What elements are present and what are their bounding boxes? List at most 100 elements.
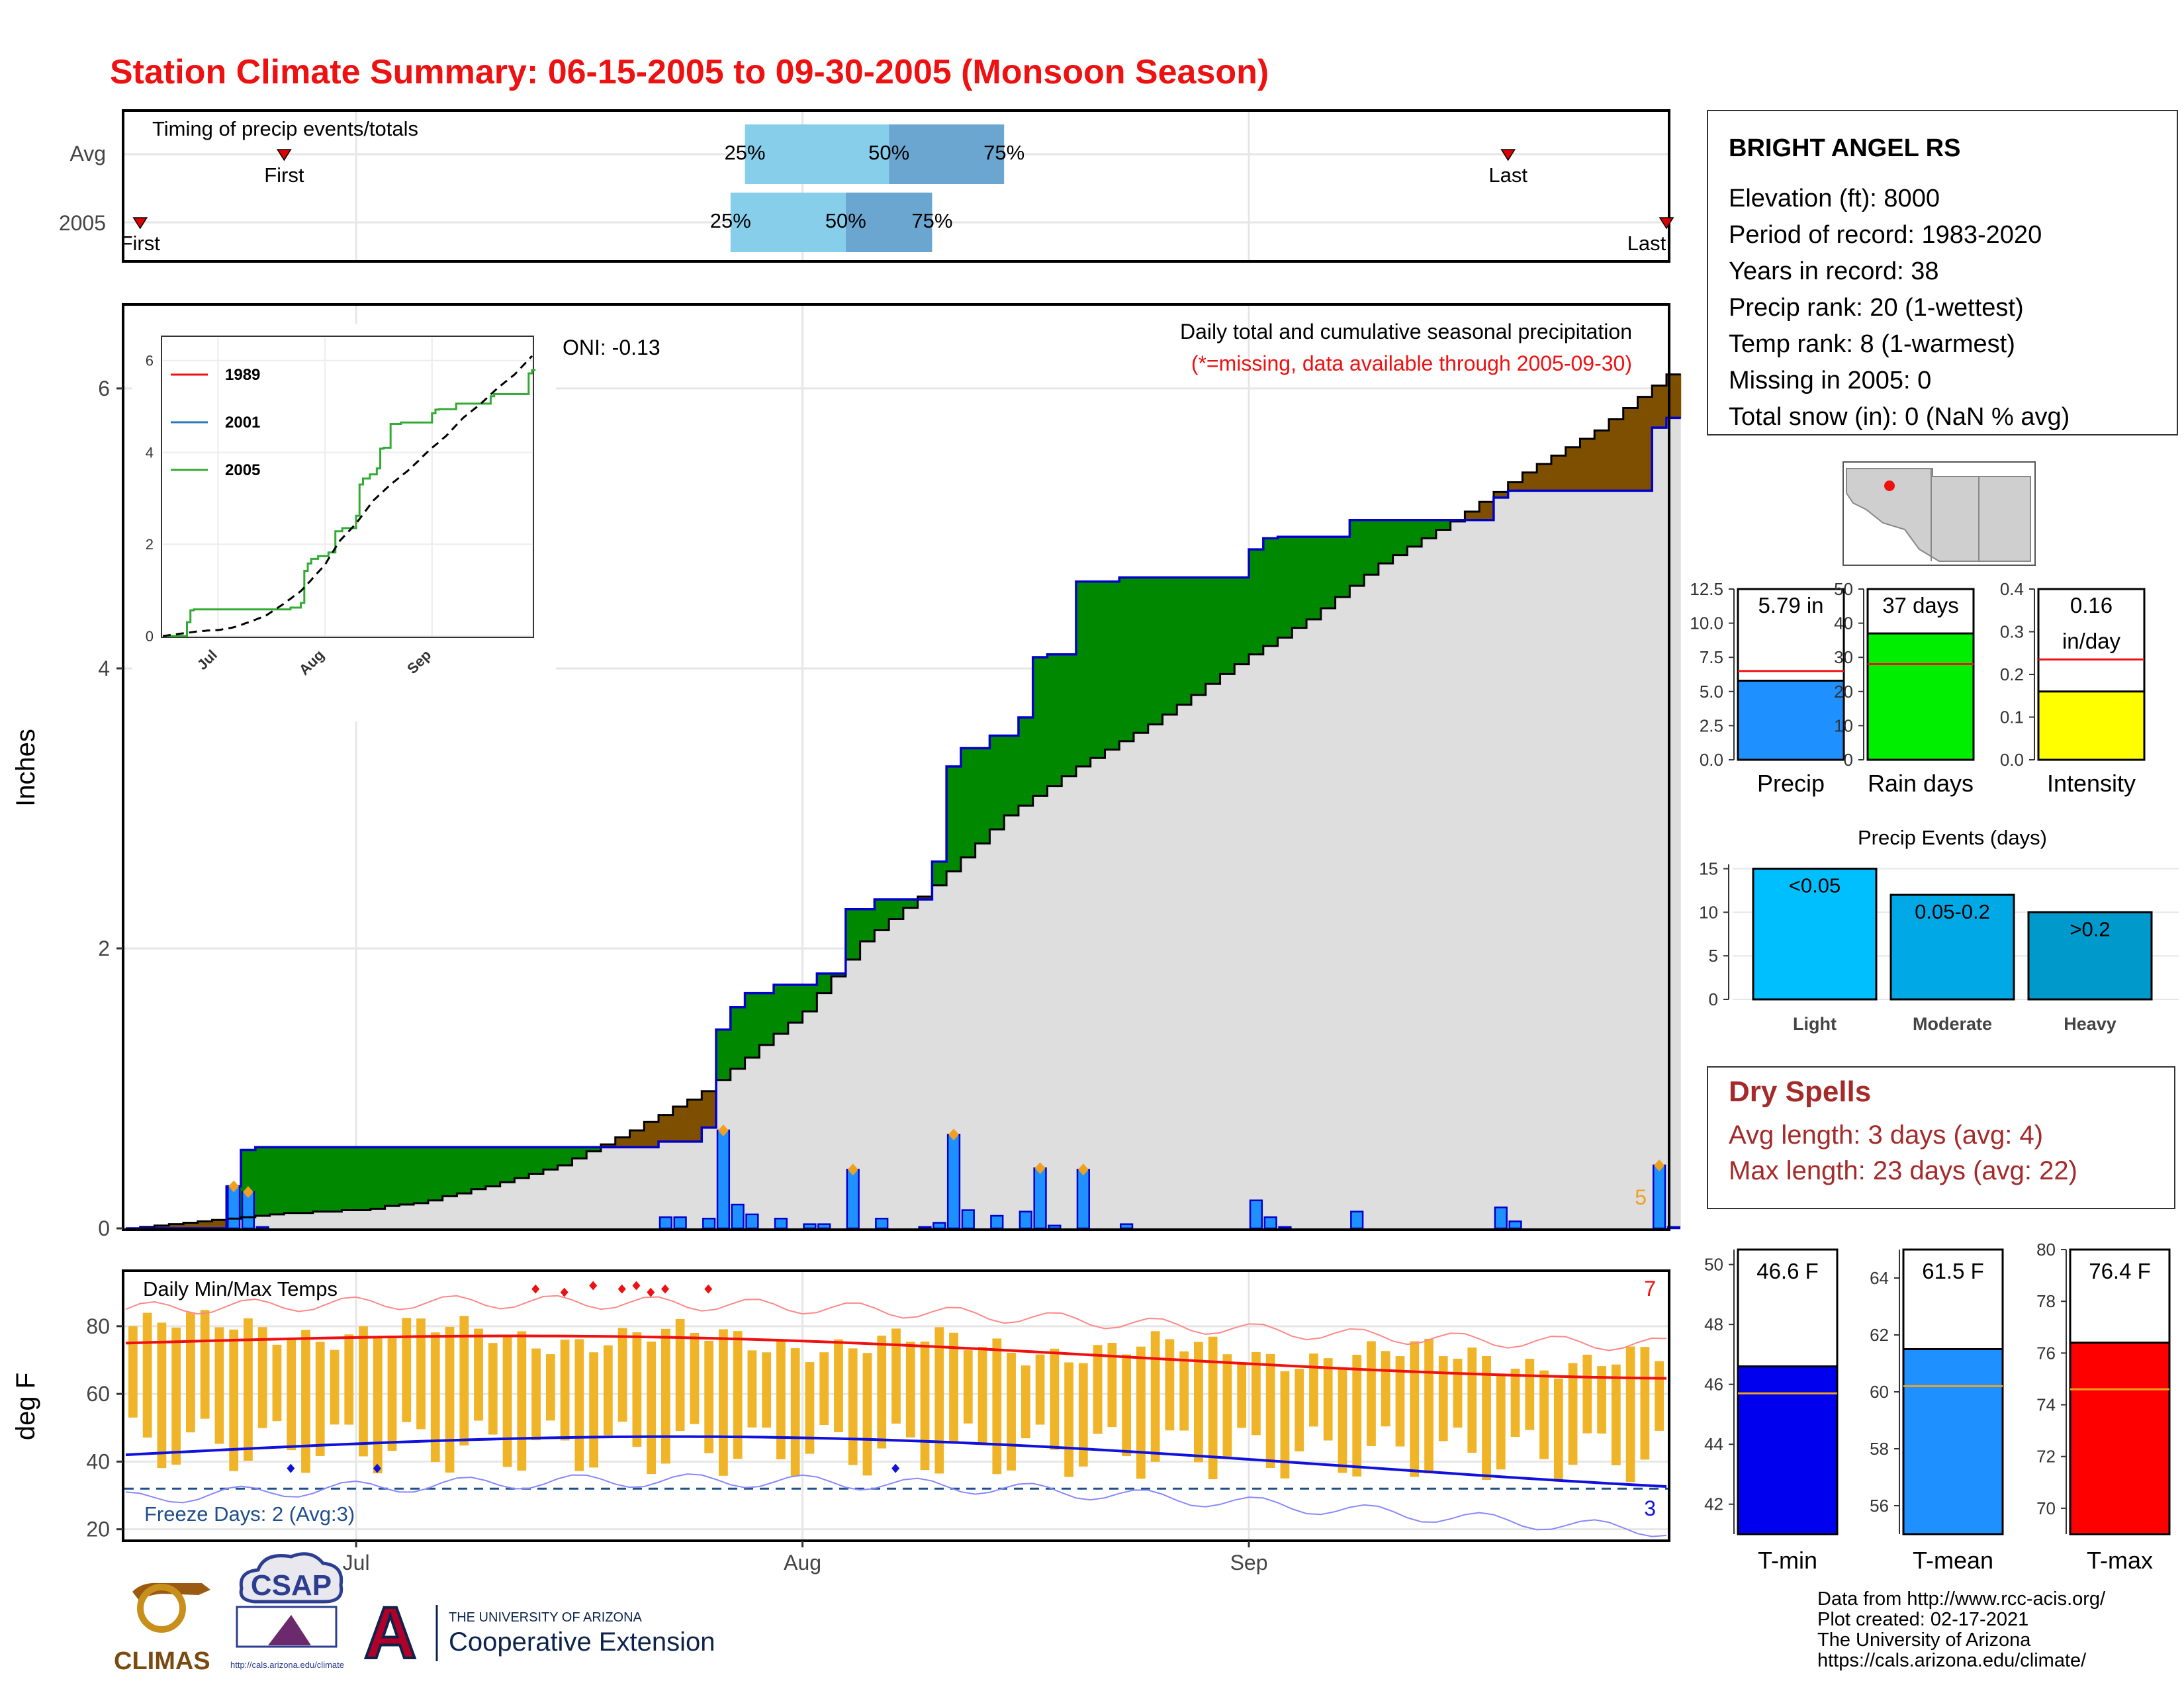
events-ytick-0: 0 [1709, 989, 1718, 1009]
deficit-area-segment [1493, 492, 1509, 498]
deficit-area-segment [1508, 482, 1523, 491]
daily-temp-range-bar [416, 1318, 426, 1430]
daily-temp-range-bar [200, 1310, 210, 1419]
daily-temp-range-bar [128, 1326, 138, 1418]
avg-min-temp-line [125, 1435, 1667, 1488]
surplus-area-segment [946, 766, 962, 872]
surplus-area-segment [1435, 520, 1451, 530]
daily-temp-range-bar [186, 1312, 195, 1433]
daily-temp-range-bar [1265, 1353, 1275, 1468]
station-info-line-5: Missing in 2005: 0 [1729, 367, 1931, 394]
daily-temp-range-bar [1381, 1351, 1390, 1427]
surplus-area-segment [298, 1147, 314, 1213]
mini-bar-tick-0-0: 0.0 [1700, 750, 1723, 770]
daily-precip-bar [774, 1217, 788, 1230]
surplus-area-segment [1004, 735, 1019, 816]
timing-row-label-2005: 2005 [59, 211, 106, 235]
daily-temp-range-bar [1237, 1363, 1247, 1428]
surplus-area-segment [817, 974, 832, 993]
ua-logo-line-2: Cooperative Extension [449, 1627, 715, 1657]
timing-row-label-avg: Avg [69, 142, 106, 165]
daily-temp-range-bar [157, 1322, 167, 1469]
surplus-area-segment [1320, 537, 1336, 608]
ua-extension-logo: A THE UNIVERSITY OF ARIZONA Cooperative … [363, 1591, 715, 1675]
hot-days-count: 7 [1644, 1277, 1656, 1301]
mini-bar-tick-0-4: 10.0 [1690, 614, 1723, 633]
temp-mini-tick-1-3: 62 [1870, 1325, 1889, 1345]
daily-temp-range-bar [244, 1318, 253, 1461]
temp-mini-tick-0-3: 48 [1704, 1314, 1723, 1334]
locator-map [1843, 461, 2036, 566]
csap-mountain-shape [268, 1615, 311, 1645]
temp-mini-label-2: T-max [2087, 1547, 2153, 1574]
surplus-area-segment [514, 1147, 529, 1178]
heavy-day-marker-icon [1077, 1164, 1089, 1176]
daily-temp-range-bar [1165, 1339, 1175, 1431]
daily-temp-range-bar [1367, 1341, 1376, 1446]
daily-temp-range-bar [1424, 1338, 1433, 1474]
temp-y-axis-label: deg F [11, 1373, 40, 1440]
daily-temp-range-bar [445, 1326, 455, 1473]
events-ytick-2: 10 [1699, 902, 1718, 922]
surplus-area-segment [269, 1147, 285, 1214]
below-normal-area [126, 418, 1681, 1228]
daily-temp-range-bar [1122, 1354, 1131, 1457]
daily-precip-bar [990, 1214, 1004, 1230]
ua-logo-a-icon: A [364, 1592, 416, 1674]
daily-temp-range-bar [474, 1328, 483, 1421]
timing-bar-q50-q75-1 [845, 193, 933, 252]
surplus-area-segment [341, 1147, 357, 1211]
daily-temp-range-bar [359, 1326, 368, 1457]
surplus-area-segment [730, 1007, 746, 1069]
events-ytick-3: 15 [1699, 859, 1718, 879]
station-info-line-4: Temp rank: 8 (1-warmest) [1729, 330, 2015, 358]
events-bar-text-0: <0.05 [1789, 874, 1841, 897]
surplus-area-segment [428, 1147, 443, 1201]
record-high-marker-icon [531, 1284, 540, 1294]
temp-mini-tick-1-4: 64 [1870, 1268, 1889, 1288]
surplus-area-segment [1119, 577, 1134, 741]
daily-precip-bar [803, 1223, 817, 1230]
station-box: BRIGHT ANGEL RS Elevation (ft): 8000 Peri… [1707, 110, 2178, 435]
temp-mini-value-2: 76.4 F [2089, 1259, 2151, 1283]
daily-temp-range-bar [488, 1343, 498, 1435]
surplus-area-segment [1220, 577, 1235, 674]
deficit-area-segment [1580, 439, 1595, 491]
daily-temp-range-bar [1007, 1352, 1016, 1471]
surplus-area-segment [385, 1147, 400, 1207]
surplus-area-segment [1407, 520, 1422, 547]
daily-temp-range-bar [1453, 1358, 1463, 1428]
dry-spells-frame [1707, 1066, 2175, 1209]
temp-mini-label-1: T-mean [1913, 1547, 1993, 1574]
footer-line-3: The University of Arizona [1817, 1629, 2031, 1651]
timing-title: Timing of precip events/totals [152, 117, 418, 140]
dry-spells-max: Max length: 23 days (avg: 22) [1729, 1156, 2077, 1185]
csap-cloud-shape [239, 1552, 343, 1604]
deficit-area-segment [1637, 396, 1653, 491]
deficit-area-segment [600, 1144, 616, 1148]
inset-legend-label-2: 2005 [225, 461, 260, 479]
temp-mini-value-0: 46.6 F [1756, 1259, 1819, 1283]
daily-precip-bar [946, 1134, 961, 1230]
precip-ytick-label-0: 0 [98, 1216, 110, 1240]
temp-xtick-label-0: Jul [343, 1551, 370, 1575]
daily-temp-range-bar [1625, 1346, 1635, 1483]
surplus-area-segment [759, 993, 774, 1045]
daily-precip-bar [1508, 1220, 1522, 1230]
precip-count-label: 5 [1635, 1185, 1647, 1209]
timing-bar-q50-q75-0 [889, 124, 1005, 184]
mini-bar-tick-1-3: 30 [1834, 647, 1853, 667]
events-ytick-1: 5 [1709, 946, 1718, 966]
csap-logo: CSAP http://cals.arizona.edu/climate [230, 1552, 344, 1670]
surplus-area-segment [572, 1147, 587, 1159]
surplus-area-segment [327, 1147, 342, 1212]
mini-bar-tick-2-2: 0.2 [2000, 664, 2024, 684]
footer-credits: Data from http://www.rcc-acis.org/ Plot … [1817, 1588, 2106, 1671]
surplus-area-segment [874, 899, 889, 931]
surplus-area-segment [1062, 654, 1077, 776]
last-event-label-1: Last [1627, 232, 1666, 255]
daily-temp-range-bar [257, 1327, 267, 1428]
events-title: Precip Events (days) [1858, 826, 2047, 849]
daily-precip-bar [745, 1213, 759, 1230]
